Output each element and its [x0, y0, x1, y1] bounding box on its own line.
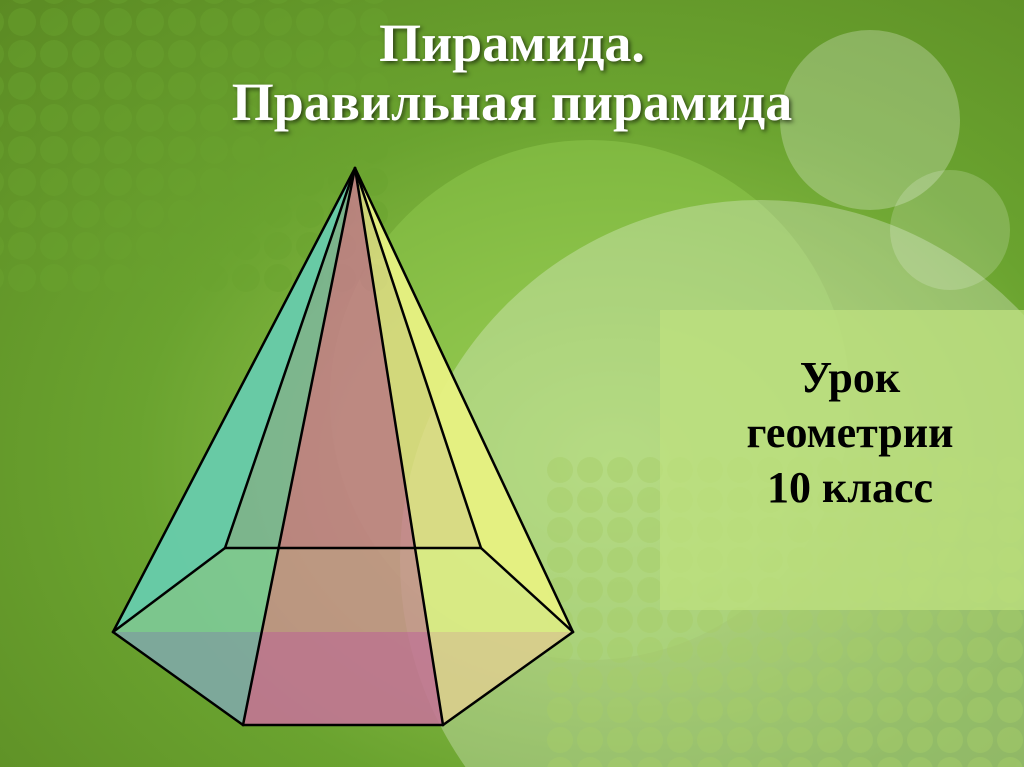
content-layer: Пирамида. Правильная пирамида Урок геоме… [0, 0, 1024, 767]
title-line1: Пирамида. [0, 14, 1024, 73]
subtitle-line3: 10 класс [700, 460, 1000, 515]
subtitle-line1: Урок [700, 350, 1000, 405]
slide: Пирамида. Правильная пирамида Урок геоме… [0, 0, 1024, 767]
slide-title: Пирамида. Правильная пирамида [0, 14, 1024, 133]
title-line2: Правильная пирамида [0, 73, 1024, 132]
pyramid-svg [25, 150, 655, 760]
subtitle: Урок геометрии 10 класс [700, 350, 1000, 515]
subtitle-line2: геометрии [700, 405, 1000, 460]
pyramid-figure [25, 150, 655, 760]
